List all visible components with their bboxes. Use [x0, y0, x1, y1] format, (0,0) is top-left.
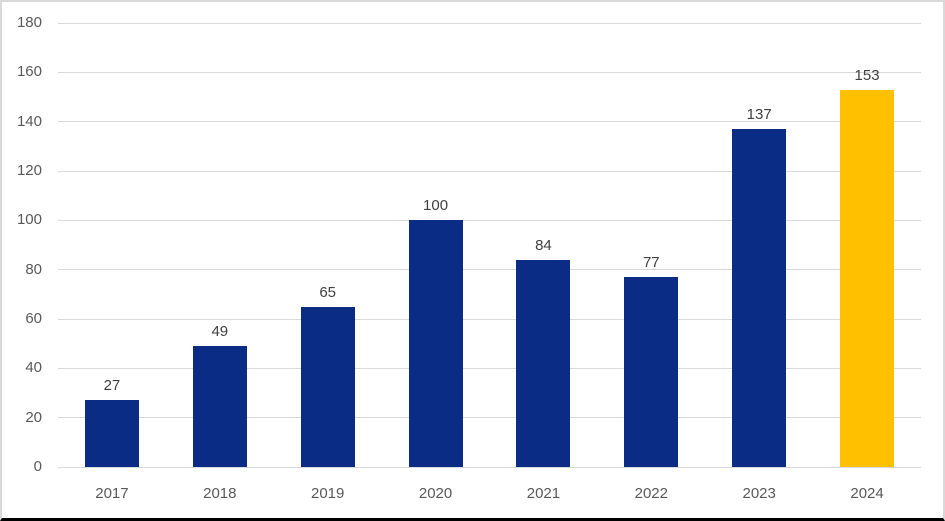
x-tick-label: 2023: [742, 485, 776, 502]
bar-value-label: 77: [642, 254, 660, 272]
y-tick-label: 20: [25, 408, 42, 426]
bar-2022: [624, 277, 679, 467]
x-axis-line: [58, 466, 921, 468]
gridline: [58, 219, 921, 221]
bar-2019: [300, 306, 355, 467]
y-tick-label: 80: [25, 260, 42, 278]
gridline: [58, 318, 921, 320]
x-tick-label: 2019: [311, 485, 345, 502]
x-tick-label: 2022: [634, 485, 668, 502]
gridline: [58, 269, 921, 271]
y-axis: 0 20 40 60 80 100 120 140 160 180: [2, 14, 42, 475]
bar-2024: [840, 89, 895, 467]
x-tick-label: 2021: [526, 485, 561, 502]
x-tick-label: 2024: [850, 485, 884, 502]
bar-2023: [732, 129, 787, 467]
bar-2017: [84, 400, 139, 467]
bar-2020: [408, 220, 463, 467]
bar-value-label: 153: [854, 66, 880, 84]
bar-value-label: 49: [211, 323, 229, 341]
bar-value-label: 27: [103, 377, 121, 395]
y-tick-label: 120: [16, 162, 42, 179]
x-axis: 2017 2018 2019 2020 2021 2022 2023 2024: [58, 485, 921, 507]
y-tick-label: 100: [16, 211, 42, 229]
bar-2021: [516, 259, 571, 467]
x-tick-label: 2017: [95, 485, 129, 502]
plot-area: 27 49 65 100 84 77 137 153: [58, 22, 921, 468]
y-tick-label: 180: [16, 14, 42, 31]
bar-value-label: 65: [319, 283, 337, 301]
y-tick-label: 160: [16, 63, 42, 81]
gridline: [58, 170, 921, 172]
gridline: [58, 417, 921, 419]
bar-value-label: 100: [423, 197, 449, 215]
x-tick-label: 2018: [203, 485, 237, 502]
bar-value-label: 84: [535, 236, 552, 254]
x-tick-label: 2020: [418, 485, 453, 502]
y-tick-label: 40: [25, 359, 42, 377]
y-tick-label: 0: [33, 458, 42, 475]
y-tick-label: 140: [16, 112, 42, 130]
gridline: [58, 121, 921, 123]
bar-2018: [192, 346, 247, 467]
bar-value-label: 137: [746, 106, 772, 124]
gridline: [58, 367, 921, 369]
gridline: [58, 71, 921, 73]
gridline: [58, 22, 921, 24]
y-tick-label: 60: [25, 310, 42, 327]
